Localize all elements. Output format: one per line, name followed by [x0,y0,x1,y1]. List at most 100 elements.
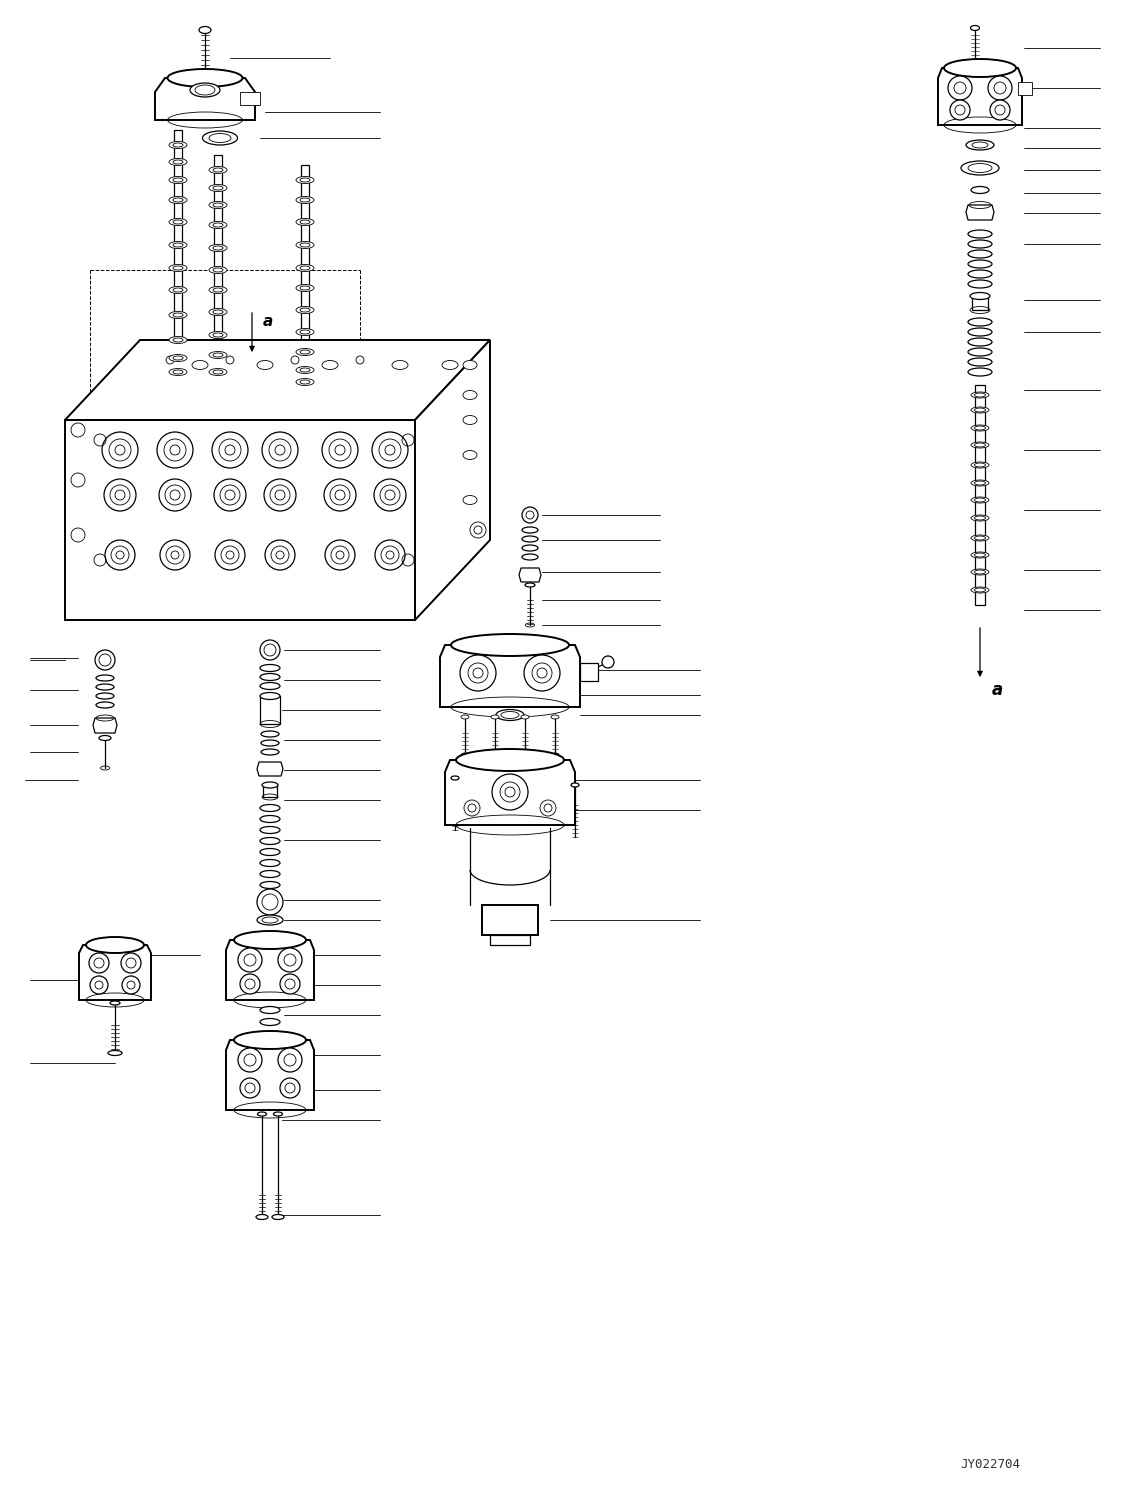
Ellipse shape [301,368,310,371]
Circle shape [990,100,1011,119]
Ellipse shape [169,142,187,149]
Polygon shape [445,760,575,825]
Circle shape [330,485,350,505]
Ellipse shape [296,285,314,292]
Ellipse shape [968,230,992,239]
Ellipse shape [521,716,529,719]
Circle shape [540,801,556,816]
Bar [975,385,985,605]
Circle shape [159,479,192,511]
Ellipse shape [262,740,279,746]
Ellipse shape [209,245,227,252]
Ellipse shape [972,407,989,413]
Ellipse shape [972,587,989,593]
Circle shape [331,546,349,564]
Ellipse shape [169,158,187,166]
Polygon shape [93,719,117,734]
Ellipse shape [260,871,280,878]
Text: a: a [992,681,1004,699]
Ellipse shape [262,781,278,789]
Ellipse shape [96,684,114,690]
Ellipse shape [209,167,227,173]
Circle shape [270,438,291,461]
Ellipse shape [322,361,338,370]
Circle shape [171,552,179,559]
Ellipse shape [260,848,280,856]
Ellipse shape [260,692,280,699]
Ellipse shape [213,370,223,374]
Circle shape [260,640,280,661]
Bar [260,696,280,725]
Circle shape [221,546,239,564]
Ellipse shape [966,140,994,151]
Circle shape [115,444,125,455]
Ellipse shape [972,570,989,576]
Circle shape [95,650,115,669]
Circle shape [111,546,128,564]
Circle shape [988,76,1012,100]
Ellipse shape [961,161,999,174]
Polygon shape [440,646,580,707]
Ellipse shape [968,270,992,277]
Ellipse shape [451,775,459,780]
Circle shape [226,552,234,559]
Ellipse shape [463,391,477,400]
Ellipse shape [213,246,223,250]
Circle shape [374,479,406,511]
Ellipse shape [110,1000,120,1005]
Ellipse shape [944,60,1016,78]
Ellipse shape [169,355,187,361]
Circle shape [262,432,298,468]
Ellipse shape [968,240,992,248]
Circle shape [159,540,190,570]
Ellipse shape [301,221,310,224]
Circle shape [335,444,345,455]
Ellipse shape [968,318,992,327]
Ellipse shape [209,331,227,338]
Circle shape [322,432,358,468]
Ellipse shape [301,309,310,312]
Ellipse shape [257,915,283,924]
Circle shape [949,76,972,100]
Circle shape [375,540,405,570]
Ellipse shape [190,83,220,97]
Polygon shape [240,92,260,104]
Polygon shape [938,69,1022,125]
Ellipse shape [260,805,280,811]
Ellipse shape [491,716,499,719]
Text: a: a [263,315,273,330]
Ellipse shape [213,168,223,171]
Bar [972,297,988,310]
Ellipse shape [173,198,184,201]
Circle shape [166,546,184,564]
Ellipse shape [272,1215,284,1220]
Circle shape [164,438,186,461]
Ellipse shape [96,675,114,681]
Ellipse shape [260,1006,280,1014]
Circle shape [522,507,538,523]
Ellipse shape [972,392,989,398]
Circle shape [214,540,245,570]
Ellipse shape [209,368,227,376]
Polygon shape [257,762,283,775]
Ellipse shape [296,176,314,183]
Ellipse shape [972,425,989,431]
Circle shape [116,552,124,559]
Ellipse shape [173,265,184,270]
Ellipse shape [213,288,223,292]
Ellipse shape [99,735,111,741]
Circle shape [465,801,479,816]
Ellipse shape [296,349,314,355]
Ellipse shape [296,219,314,225]
Ellipse shape [972,480,989,486]
Ellipse shape [234,1030,306,1050]
Polygon shape [580,663,598,681]
Ellipse shape [209,352,227,358]
Ellipse shape [173,338,184,341]
Ellipse shape [173,313,184,318]
Ellipse shape [968,259,992,268]
Circle shape [264,479,296,511]
Ellipse shape [972,186,989,194]
Ellipse shape [108,1051,122,1056]
Ellipse shape [209,201,227,209]
